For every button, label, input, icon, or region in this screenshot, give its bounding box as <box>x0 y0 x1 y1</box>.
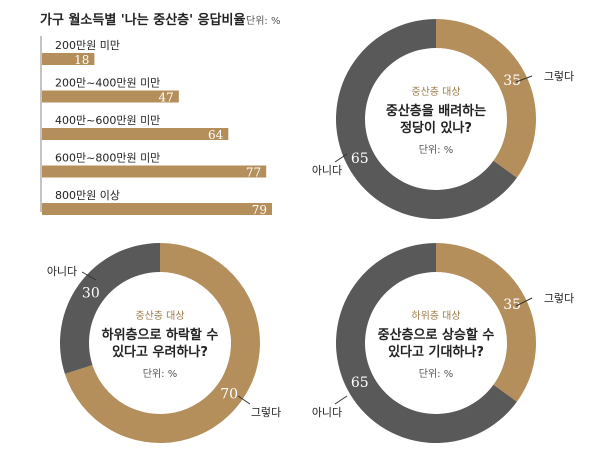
donut-question: 중산층을 배려하는 <box>386 103 486 119</box>
leader-line <box>334 395 348 405</box>
slice-category-label: 아니다 <box>312 406 342 419</box>
bar-category-label: 400만~600만원 미만 <box>55 114 160 127</box>
slice-value-label: 35 <box>503 297 521 313</box>
bar-value-label: 64 <box>208 128 224 142</box>
bar-value-label: 18 <box>74 53 89 67</box>
bar <box>42 90 179 103</box>
slice-category-label: 그렇다 <box>544 70 574 83</box>
donut-question: 있다고 우려하나? <box>112 344 208 360</box>
donut-slice <box>436 19 536 178</box>
donut-kicker: 중산층 대상 <box>135 310 184 322</box>
slice-category-label: 그렇다 <box>251 406 281 419</box>
bar <box>42 53 95 65</box>
bar-value-label: 77 <box>246 166 261 180</box>
leader-line <box>515 297 533 307</box>
donut-slice <box>335 19 517 219</box>
slice-value-label: 70 <box>220 386 238 402</box>
donut-question: 정당이 있나? <box>400 120 472 136</box>
donut-unit: 단위: % <box>143 367 177 380</box>
slice-category-label: 아니다 <box>47 265 77 278</box>
bar-category-label: 600만~800만원 미만 <box>55 152 160 165</box>
donut-question: 하위층으로 하락할 수 <box>102 327 219 343</box>
donut-slice <box>64 243 260 443</box>
bar-category-label: 200만~400만원 미만 <box>55 77 160 90</box>
donut-slice <box>59 243 160 374</box>
bar-value-label: 47 <box>159 91 174 105</box>
donut-slice <box>335 242 517 443</box>
slice-value-label: 30 <box>82 286 100 302</box>
leader-line <box>334 153 348 163</box>
donut-question: 중산층으로 상승할 수 <box>378 327 495 343</box>
donut-question: 있다고 기대하나? <box>388 344 484 360</box>
leader-line <box>81 271 97 281</box>
slice-category-label: 아니다 <box>312 164 342 177</box>
bar <box>42 203 272 215</box>
bar-category-label: 800만원 이상 <box>55 189 120 202</box>
bar-chart-title: 가구 월소득별 '나는 중산층' 응답비율 <box>40 12 246 28</box>
slice-category-label: 그렇다 <box>544 292 574 305</box>
bar-chart-unit: 단위: % <box>246 14 280 27</box>
bar-value-label: 79 <box>252 203 267 217</box>
leader-line <box>515 75 533 83</box>
donut-kicker: 하위층 대상 <box>411 309 460 322</box>
bar-category-label: 200만원 미만 <box>55 39 120 52</box>
bar <box>42 165 267 178</box>
donut-unit: 단위: % <box>419 367 453 380</box>
donut-kicker: 중산층 대상 <box>411 86 460 98</box>
slice-value-label: 35 <box>503 73 521 89</box>
slice-value-label: 65 <box>351 375 369 391</box>
slice-value-label: 65 <box>351 151 369 167</box>
donut-unit: 단위: % <box>419 143 453 156</box>
donut-slice <box>436 243 536 402</box>
leader-line <box>237 395 251 405</box>
bar <box>42 128 229 140</box>
